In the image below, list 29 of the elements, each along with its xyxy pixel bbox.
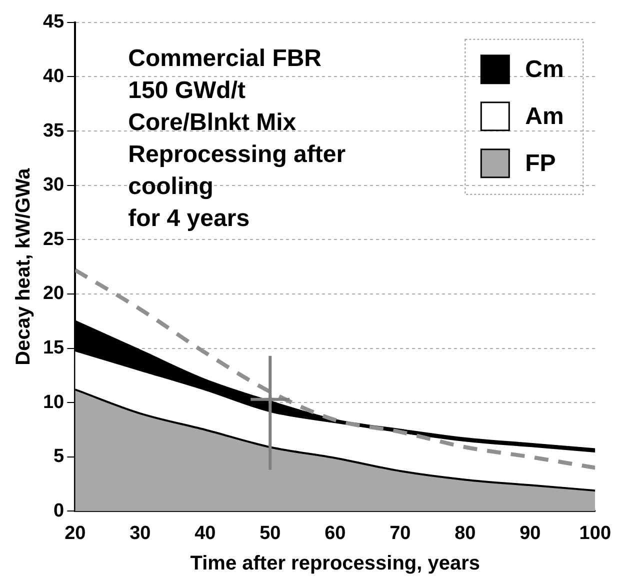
y-tick-label: 20	[42, 283, 64, 304]
x-tick-label: 100	[579, 522, 611, 544]
x-tick-label: 40	[194, 522, 216, 544]
x-tick-label: 30	[130, 522, 151, 544]
annotation: cooling	[128, 173, 214, 200]
y-tick-label: 10	[42, 392, 64, 413]
x-tick-label: 90	[520, 522, 541, 544]
y-tick-label: 15	[42, 338, 65, 358]
annotation: Reprocessing after	[128, 141, 346, 168]
legend-label: FP	[525, 150, 556, 178]
legend-label: Cm	[525, 56, 564, 84]
annotation: Core/Blnkt Mix	[128, 109, 297, 136]
x-tick-label: 70	[390, 522, 411, 544]
x-tick-label: 60	[324, 522, 346, 544]
y-tick-label: 35	[42, 120, 65, 142]
y-tick-label: 45	[42, 12, 65, 33]
y-tick-label: 40	[42, 66, 64, 87]
legend-label: Am	[525, 103, 564, 130]
annotation: for 4 years	[128, 205, 250, 232]
y-tick-label: 25	[42, 228, 65, 250]
x-tick-label: 80	[454, 522, 476, 544]
annotation: Commercial FBR	[128, 45, 322, 72]
x-axis-title: Time after reprocessing, years	[190, 552, 480, 575]
annotation: 150 GWd/t	[128, 77, 246, 104]
y-axis-title: Decay heat, kW/GWa	[12, 167, 35, 366]
x-tick-label: 50	[260, 522, 281, 544]
y-tick-label: 5	[54, 446, 65, 468]
y-tick-label: 0	[54, 500, 64, 522]
y-tick-label: 30	[42, 174, 64, 196]
